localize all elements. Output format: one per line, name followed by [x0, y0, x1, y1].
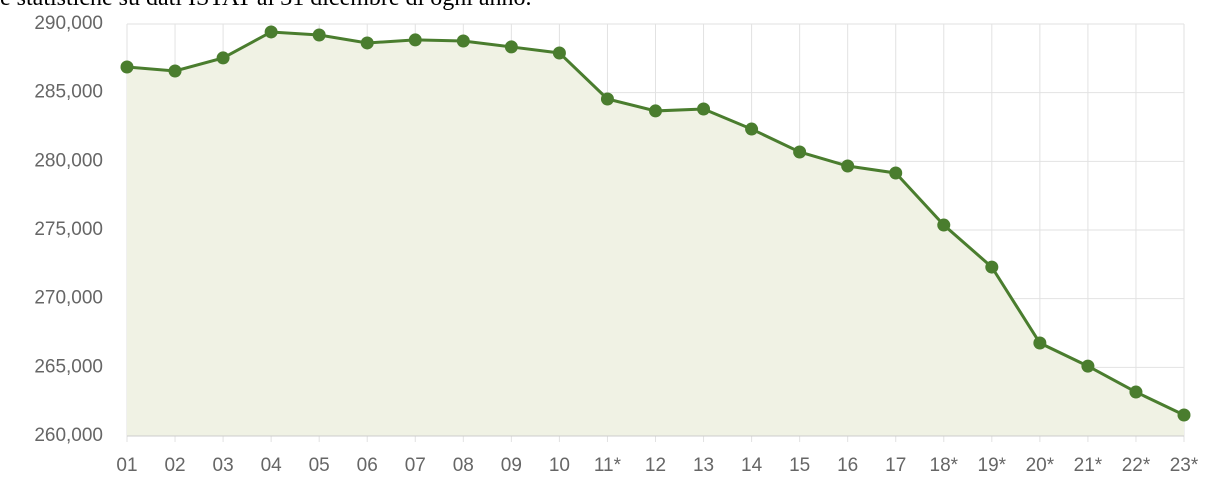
point: [312, 28, 326, 42]
x-tick-label: 21*: [1074, 455, 1103, 476]
x-tick-label: 11*: [594, 455, 622, 476]
point: [937, 218, 951, 232]
y-tick-label: 265,000: [34, 356, 103, 377]
point: [697, 102, 711, 116]
x-tick-label: 23*: [1170, 455, 1199, 476]
x-tick-label: 15: [789, 455, 810, 476]
point: [793, 145, 807, 159]
x-tick-label: 19*: [978, 455, 1007, 476]
point: [360, 36, 374, 50]
x-tick-label: 22*: [1122, 455, 1151, 476]
point: [264, 25, 278, 39]
point: [216, 51, 230, 65]
point: [168, 64, 182, 78]
x-tick-label: 20*: [1026, 455, 1055, 476]
point: [1129, 385, 1143, 399]
point: [1177, 408, 1191, 422]
x-tick-label: 16: [837, 455, 858, 476]
point: [841, 159, 855, 173]
x-tick-label: 12: [645, 455, 666, 476]
y-tick-label: 285,000: [34, 82, 103, 103]
point: [1033, 336, 1047, 350]
y-tick-label: 275,000: [34, 219, 103, 240]
point: [1081, 359, 1095, 373]
chart-subtitle: e statistiche su dati ISTAT al 31 dicemb…: [0, 0, 532, 11]
x-tick-label: 07: [405, 455, 426, 476]
y-tick-label: 260,000: [34, 425, 103, 446]
point: [649, 104, 662, 118]
x-tick-label: 10: [549, 455, 570, 476]
point: [745, 122, 759, 136]
point: [600, 92, 614, 106]
point: [120, 60, 134, 74]
x-tick-label: 17: [885, 455, 906, 476]
point: [504, 40, 518, 54]
point: [552, 46, 566, 60]
x-tick-label: 01: [116, 455, 137, 476]
x-tick-label: 13: [693, 455, 714, 476]
area: [127, 31, 1184, 437]
y-tick-label: 270,000: [34, 288, 103, 309]
x-tick-label: 03: [213, 455, 234, 476]
point: [408, 33, 422, 47]
x-tick-label: 18*: [930, 455, 959, 476]
point: [456, 34, 470, 48]
x-tick-label: 04: [261, 455, 283, 476]
x-tick-label: 02: [164, 455, 185, 476]
y-tick-label: 280,000: [34, 150, 103, 171]
x-tick-label: 05: [309, 455, 330, 476]
point: [889, 166, 903, 180]
y-tick-label: 290,000: [34, 13, 103, 34]
x-tick-label: 09: [501, 455, 522, 476]
point: [985, 260, 999, 274]
x-tick-label: 14: [741, 455, 763, 476]
x-tick-label: 06: [357, 455, 378, 476]
x-tick-label: 08: [453, 455, 474, 476]
